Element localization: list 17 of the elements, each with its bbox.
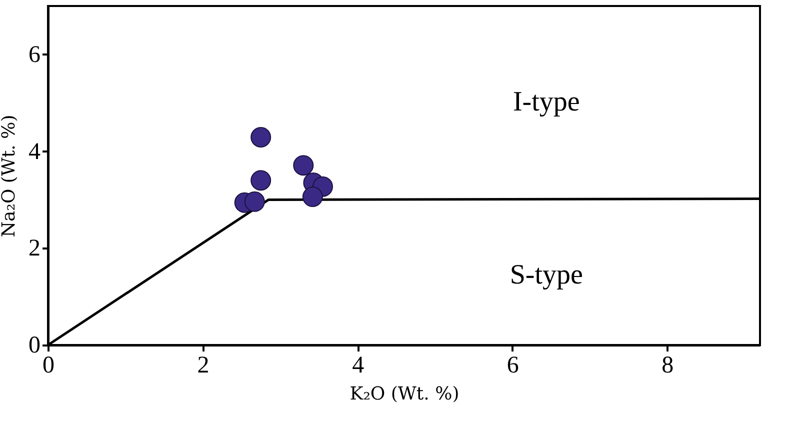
y-tick-label: 2 bbox=[28, 236, 40, 262]
point bbox=[250, 170, 272, 191]
point bbox=[293, 155, 314, 176]
x-tick-label: 2 bbox=[197, 352, 210, 378]
x-axis-title: K₂O (Wt. %) bbox=[350, 384, 460, 404]
y-tick-label: 4 bbox=[28, 138, 40, 165]
x-tick-label: 4 bbox=[352, 352, 364, 378]
annotation: S-type bbox=[510, 260, 583, 291]
y-tick-label: 0 bbox=[28, 332, 40, 358]
x-tick-label: 6 bbox=[506, 352, 519, 378]
point bbox=[302, 186, 323, 208]
y-axis-title: Na₂O (Wt. %) bbox=[0, 114, 20, 238]
annotation: I-type bbox=[512, 86, 580, 118]
point bbox=[250, 127, 272, 148]
point bbox=[244, 191, 265, 212]
y-tick-label: 6 bbox=[28, 42, 40, 68]
x-tick-label: 8 bbox=[662, 352, 674, 378]
